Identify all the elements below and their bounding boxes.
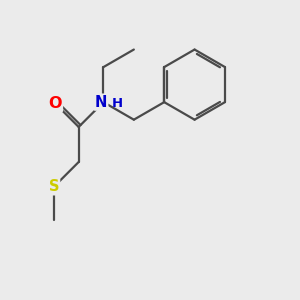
Text: S: S	[49, 179, 59, 194]
Text: N: N	[95, 94, 107, 110]
Text: O: O	[48, 96, 62, 111]
Text: H: H	[112, 97, 123, 110]
